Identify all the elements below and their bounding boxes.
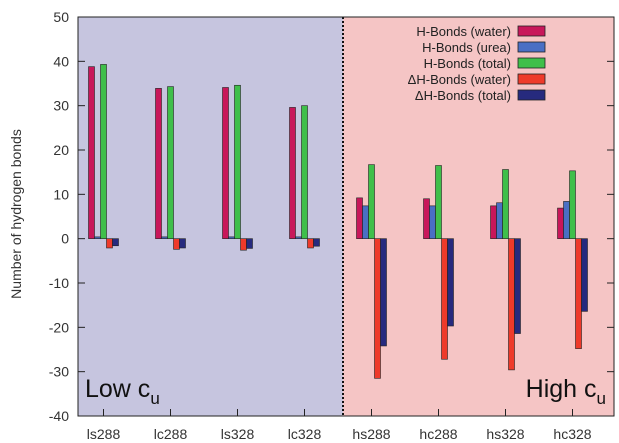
bar-ls328-series-3 bbox=[240, 238, 247, 251]
y-tick-label: 20 bbox=[53, 142, 69, 158]
y-tick-label: 30 bbox=[53, 98, 69, 114]
bar-ls288-series-2 bbox=[100, 64, 107, 239]
x-tick-label: ls288 bbox=[87, 426, 121, 442]
bar-ls328-series-0 bbox=[222, 87, 229, 239]
x-tick-label: lc288 bbox=[154, 426, 188, 442]
bar-ls328-series-4 bbox=[246, 238, 253, 249]
bar-lc328-series-2 bbox=[301, 105, 308, 239]
x-tick-label: hs288 bbox=[352, 426, 390, 442]
y-tick-label: -20 bbox=[49, 319, 69, 335]
legend-label-0: H-Bonds (water) bbox=[416, 24, 511, 39]
bar-ls288-series-3 bbox=[106, 238, 113, 249]
bar-hs288-series-2 bbox=[368, 164, 375, 239]
bar-hs328-series-4 bbox=[514, 238, 521, 334]
bar-hs328-series-3 bbox=[508, 238, 515, 371]
y-tick-label: -10 bbox=[49, 275, 69, 291]
legend-label-2: H-Bonds (total) bbox=[424, 56, 511, 71]
axes-layer bbox=[77, 16, 615, 417]
bar-hc288-series-2 bbox=[435, 165, 442, 239]
bar-hc328-series-2 bbox=[569, 170, 576, 239]
bar-lc288-series-0 bbox=[155, 88, 162, 239]
legend-swatch-4 bbox=[517, 89, 546, 101]
bar-hs288-series-3 bbox=[374, 238, 381, 379]
bar-hc328-series-3 bbox=[575, 238, 582, 349]
bar-hs288-series-0 bbox=[356, 197, 363, 239]
ticks-layer: -40 -30 -20 -10 0 10 20 30 40 50 ls288 lc288 ls328 lc… bbox=[49, 9, 614, 442]
legend-swatch-2 bbox=[517, 57, 546, 69]
bar-hs328-series-1 bbox=[496, 202, 503, 239]
bar-lc328-series-0 bbox=[289, 107, 296, 239]
bar-ls328-series-1 bbox=[228, 236, 235, 239]
legend-swatch-1 bbox=[517, 41, 546, 53]
x-tick-label: lc328 bbox=[288, 426, 322, 442]
bar-hc288-series-4 bbox=[447, 238, 454, 327]
bar-ls288-series-0 bbox=[88, 66, 95, 239]
bar-lc288-series-3 bbox=[173, 238, 180, 250]
region-low bbox=[78, 17, 343, 416]
bar-lc288-series-1 bbox=[161, 236, 168, 239]
legend-swatch-3 bbox=[517, 73, 546, 85]
y-tick-label: 0 bbox=[61, 231, 69, 247]
bar-ls288-series-4 bbox=[112, 238, 119, 247]
bar-hs288-series-1 bbox=[362, 205, 369, 239]
bar-hs328-series-2 bbox=[502, 169, 509, 239]
bar-hs288-series-4 bbox=[380, 238, 387, 347]
bar-hc288-series-1 bbox=[429, 205, 436, 239]
bar-hs328-series-0 bbox=[490, 205, 497, 239]
bar-lc328-series-1 bbox=[295, 236, 302, 239]
bar-lc288-series-4 bbox=[179, 238, 186, 249]
bar-hc328-series-4 bbox=[581, 238, 588, 312]
x-tick-label: hc288 bbox=[419, 426, 457, 442]
legend-swatch-0 bbox=[517, 25, 546, 37]
bar-hc288-series-0 bbox=[423, 198, 430, 239]
bar-hc328-series-0 bbox=[557, 207, 564, 239]
y-tick-label: 50 bbox=[53, 9, 69, 25]
region-label-high: High cu bbox=[526, 375, 606, 408]
legend: H-Bonds (water)H-Bonds (urea)H-Bonds (to… bbox=[408, 24, 546, 103]
bar-hc328-series-1 bbox=[563, 201, 570, 239]
y-tick-label: 40 bbox=[53, 53, 69, 69]
region-labels-layer: Low cu High cu bbox=[85, 375, 606, 408]
x-tick-label: hs328 bbox=[486, 426, 524, 442]
x-tick-label: ls328 bbox=[221, 426, 255, 442]
bar-ls328-series-2 bbox=[234, 84, 241, 239]
region-label-low: Low cu bbox=[85, 375, 160, 408]
bar-lc328-series-4 bbox=[313, 238, 320, 247]
y-axis-label: Number of hydrogen bonds bbox=[8, 129, 24, 299]
y-tick-label: 10 bbox=[53, 186, 69, 202]
bar-hc288-series-3 bbox=[441, 238, 448, 360]
legend-label-4: ΔH-Bonds (total) bbox=[415, 88, 511, 103]
y-tick-label: -30 bbox=[49, 364, 69, 380]
plot-frame bbox=[77, 16, 615, 417]
legend-label-1: H-Bonds (urea) bbox=[422, 40, 511, 55]
bar-ls288-series-1 bbox=[94, 236, 101, 239]
bar-lc328-series-3 bbox=[307, 238, 314, 249]
y-tick-label: -40 bbox=[49, 408, 69, 424]
bar-lc288-series-2 bbox=[167, 86, 174, 239]
legend-label-3: ΔH-Bonds (water) bbox=[408, 72, 511, 87]
x-tick-label: hc328 bbox=[553, 426, 591, 442]
bars-layer bbox=[88, 64, 588, 379]
